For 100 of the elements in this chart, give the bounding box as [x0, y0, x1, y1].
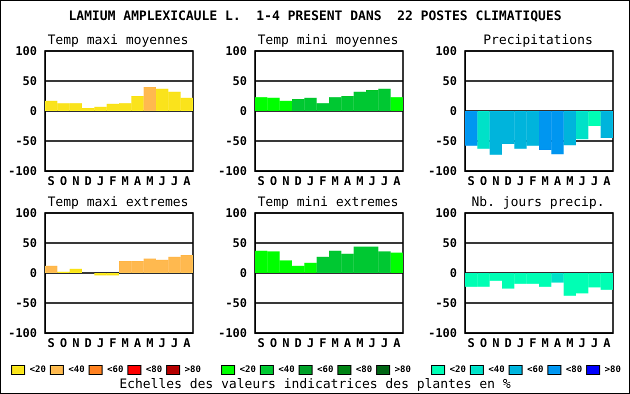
x-tick-label: J [96, 174, 104, 188]
y-tick-label: 100 [435, 206, 457, 220]
y-tick-label: -50 [15, 134, 37, 148]
x-tick-label: M [332, 174, 339, 188]
chart-title: Nb. jours precip. [471, 195, 605, 210]
x-tick-label: D [84, 336, 92, 350]
legend-label: >80 [604, 365, 621, 375]
bar [390, 97, 403, 111]
x-tick-label: M [356, 174, 364, 188]
x-tick-label: M [146, 336, 154, 350]
x-tick-label: O [270, 336, 278, 350]
bar [45, 266, 58, 273]
x-tick-label: S [258, 174, 265, 188]
legend-label: <20 [450, 365, 466, 375]
x-tick-label: O [60, 174, 68, 188]
y-tick-label: 50 [442, 236, 457, 250]
x-tick-label: F [319, 174, 326, 188]
x-tick-label: N [282, 336, 290, 350]
y-tick-label: -50 [435, 296, 457, 310]
y-tick-label: -100 [8, 164, 37, 178]
y-tick-label: 50 [232, 236, 247, 250]
x-tick-label: A [554, 174, 562, 188]
x-tick-label: F [319, 336, 326, 350]
legend-label: <80 [566, 365, 582, 375]
bar [144, 87, 156, 111]
y-tick-label: -50 [225, 134, 247, 148]
x-tick-label: M [122, 336, 129, 350]
x-tick-label: F [109, 336, 116, 350]
y-tick-label: 0 [450, 104, 457, 118]
x-tick-label: D [504, 174, 512, 188]
x-tick-label: A [344, 336, 352, 350]
x-tick-label: F [529, 336, 536, 350]
chart-title: Temp maxi moyennes [48, 33, 188, 48]
x-tick-label: A [554, 336, 562, 350]
x-tick-label: F [529, 174, 536, 188]
legend-label: <60 [527, 365, 544, 375]
x-tick-label: A [183, 336, 192, 350]
x-tick-label: D [84, 174, 92, 188]
x-tick-label: D [294, 336, 302, 350]
legend-label: <80 [356, 365, 372, 375]
x-tick-label: J [516, 174, 524, 188]
x-tick-label: J [170, 336, 178, 350]
x-tick-label: J [578, 174, 586, 188]
x-tick-label: J [590, 336, 598, 350]
y-tick-label: 50 [442, 74, 457, 88]
bar [390, 252, 403, 273]
x-tick-label: M [542, 174, 549, 188]
x-tick-label: N [72, 174, 80, 188]
legend-label: <40 [488, 365, 505, 375]
chart-title: Temp mini extremes [258, 195, 398, 210]
y-tick-label: -50 [225, 296, 247, 310]
x-tick-label: M [356, 336, 364, 350]
x-tick-label: J [578, 336, 586, 350]
x-tick-label: A [134, 336, 142, 350]
x-tick-label: A [134, 174, 142, 188]
y-tick-label: 100 [225, 44, 247, 58]
y-tick-label: -100 [218, 164, 247, 178]
x-tick-label: A [603, 174, 612, 188]
x-tick-label: M [566, 174, 574, 188]
legend-label: <60 [107, 365, 124, 375]
y-tick-label: -100 [428, 326, 457, 340]
x-tick-label: N [72, 336, 80, 350]
legend-label: <80 [146, 365, 162, 375]
y-tick-label: -50 [15, 296, 37, 310]
x-tick-label: N [282, 174, 290, 188]
x-tick-label: J [368, 174, 376, 188]
y-tick-label: -100 [8, 326, 37, 340]
x-tick-label: J [158, 336, 166, 350]
x-tick-label: S [468, 336, 475, 350]
x-tick-label: A [603, 336, 612, 350]
x-tick-label: J [380, 174, 388, 188]
x-tick-label: A [393, 336, 402, 350]
chart-title: Precipitations [483, 33, 593, 48]
legend-label: <20 [240, 365, 256, 375]
x-tick-label: O [60, 336, 68, 350]
y-tick-label: 100 [15, 206, 37, 220]
x-tick-label: M [542, 336, 549, 350]
x-tick-label: S [468, 174, 475, 188]
legend-label: >80 [184, 365, 201, 375]
x-tick-label: M [122, 174, 129, 188]
x-tick-label: J [306, 174, 314, 188]
legend-label: <40 [68, 365, 85, 375]
text: Echelles des valeurs indicatrices des plantes en % [118, 377, 512, 392]
x-tick-label: M [332, 336, 339, 350]
x-tick-label: J [380, 336, 388, 350]
legend-label: <60 [317, 365, 334, 375]
y-tick-label: 0 [30, 266, 37, 280]
x-tick-label: A [183, 174, 192, 188]
y-tick-label: 100 [15, 44, 37, 58]
x-tick-label: J [590, 174, 598, 188]
legend-label: >80 [394, 365, 411, 375]
x-tick-label: J [158, 174, 166, 188]
y-tick-label: 50 [22, 236, 37, 250]
legend-label: <40 [278, 365, 295, 375]
x-tick-label: D [504, 336, 512, 350]
y-tick-label: 0 [240, 266, 247, 280]
y-tick-label: -100 [218, 326, 247, 340]
x-tick-label: A [344, 174, 352, 188]
y-tick-label: 100 [225, 206, 247, 220]
x-tick-label: O [480, 174, 488, 188]
